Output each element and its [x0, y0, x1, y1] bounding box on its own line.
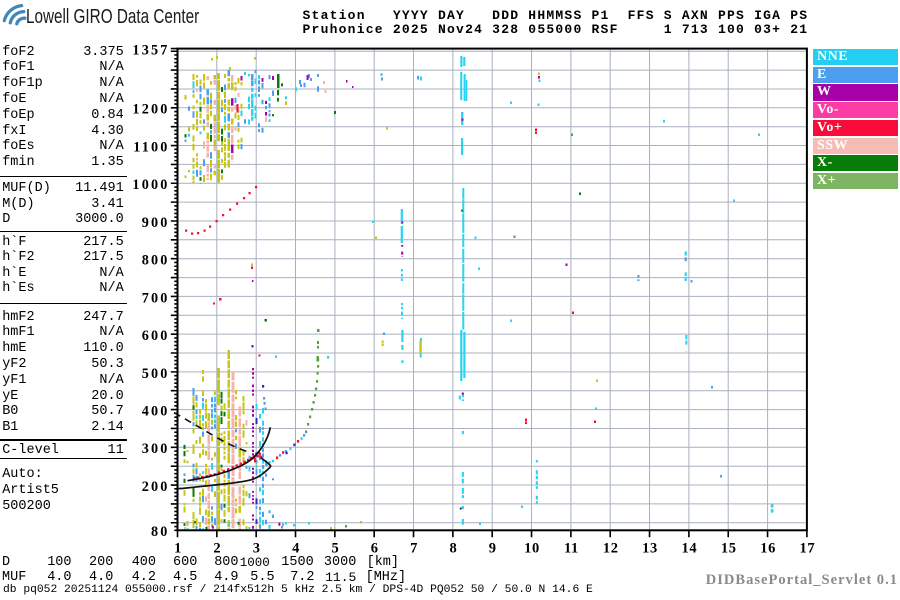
svg-text:2: 2	[213, 541, 221, 557]
svg-text:500: 500	[142, 366, 170, 382]
svg-text:10: 10	[524, 541, 540, 557]
svg-text:14: 14	[682, 541, 698, 557]
svg-text:1100: 1100	[133, 139, 169, 155]
svg-text:80: 80	[151, 524, 170, 540]
svg-text:1357: 1357	[132, 43, 169, 59]
svg-text:13: 13	[642, 541, 658, 557]
svg-text:200: 200	[142, 479, 170, 495]
svg-text:900: 900	[142, 215, 170, 231]
svg-text:4: 4	[292, 541, 300, 557]
svg-text:7: 7	[410, 541, 418, 557]
svg-text:12: 12	[603, 541, 619, 557]
svg-text:8: 8	[449, 541, 457, 557]
svg-text:15: 15	[721, 541, 737, 557]
svg-text:16: 16	[760, 541, 776, 557]
svg-text:11: 11	[564, 541, 579, 557]
svg-text:3: 3	[253, 541, 261, 557]
svg-text:800: 800	[142, 253, 170, 269]
svg-text:9: 9	[489, 541, 497, 557]
svg-text:600: 600	[142, 328, 170, 344]
svg-text:1200: 1200	[132, 102, 169, 118]
svg-text:700: 700	[142, 290, 170, 306]
svg-text:6: 6	[371, 541, 379, 557]
svg-text:1: 1	[174, 541, 182, 557]
svg-text:300: 300	[142, 441, 170, 457]
svg-text:1000: 1000	[132, 177, 169, 193]
svg-text:17: 17	[800, 541, 816, 557]
svg-text:5: 5	[331, 541, 339, 557]
svg-text:400: 400	[142, 404, 170, 420]
